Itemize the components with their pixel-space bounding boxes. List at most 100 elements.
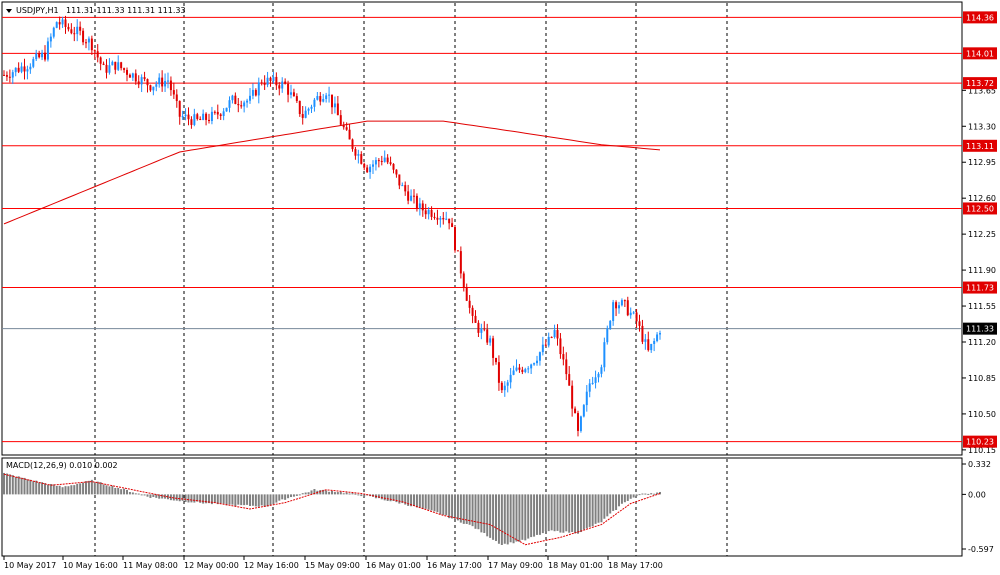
candle-body[interactable] <box>313 99 316 107</box>
candle-body[interactable] <box>210 111 213 122</box>
candle-body[interactable] <box>17 67 20 72</box>
candle-body[interactable] <box>538 352 541 361</box>
candle-body[interactable] <box>99 57 102 64</box>
candle-body[interactable] <box>588 383 591 392</box>
candle-body[interactable] <box>377 160 380 162</box>
candle-body[interactable] <box>301 114 304 118</box>
candle-body[interactable] <box>128 74 131 78</box>
candle-body[interactable] <box>46 41 49 60</box>
candle-body[interactable] <box>448 218 451 224</box>
candle-body[interactable] <box>360 154 363 164</box>
candle-body[interactable] <box>656 334 659 342</box>
candle-body[interactable] <box>524 369 527 373</box>
support-resistance-levels[interactable] <box>2 16 962 443</box>
candle-body[interactable] <box>304 110 307 118</box>
candle-body[interactable] <box>93 50 96 52</box>
candle-body[interactable] <box>164 80 167 87</box>
candle-body[interactable] <box>140 77 143 85</box>
candle-body[interactable] <box>626 300 629 316</box>
candle-body[interactable] <box>574 408 577 414</box>
candle-body[interactable] <box>149 85 152 91</box>
candle-body[interactable] <box>108 65 111 73</box>
candle-body[interactable] <box>562 354 565 360</box>
candle-body[interactable] <box>641 325 644 342</box>
candle-body[interactable] <box>492 338 495 358</box>
candle-body[interactable] <box>474 315 477 323</box>
candle-body[interactable] <box>82 30 85 43</box>
candle-body[interactable] <box>199 118 202 120</box>
candle-body[interactable] <box>571 385 574 409</box>
candle-body[interactable] <box>61 19 64 25</box>
candle-body[interactable] <box>143 77 146 80</box>
candle-body[interactable] <box>363 163 366 168</box>
candle-body[interactable] <box>374 160 377 165</box>
candle-body[interactable] <box>618 305 620 309</box>
candle-body[interactable] <box>202 113 205 120</box>
candle-body[interactable] <box>3 74 5 76</box>
candle-body[interactable] <box>246 100 249 103</box>
candle-body[interactable] <box>260 82 263 84</box>
candle-body[interactable] <box>208 119 210 122</box>
candle-body[interactable] <box>415 195 418 209</box>
candle-body[interactable] <box>404 185 407 192</box>
candle-body[interactable] <box>369 166 372 173</box>
candle-body[interactable] <box>137 81 140 85</box>
candle-body[interactable] <box>533 363 536 365</box>
candle-body[interactable] <box>123 68 126 70</box>
candle-body[interactable] <box>269 77 272 81</box>
candle-body[interactable] <box>11 72 14 78</box>
candle-body[interactable] <box>187 114 190 120</box>
candle-body[interactable] <box>597 373 600 378</box>
candle-body[interactable] <box>454 227 456 251</box>
candle-body[interactable] <box>609 320 612 329</box>
candle-body[interactable] <box>290 92 292 95</box>
candle-body[interactable] <box>190 119 193 125</box>
candle-body[interactable] <box>287 83 290 95</box>
candle-body[interactable] <box>433 216 436 218</box>
candle-body[interactable] <box>35 53 38 60</box>
candle-body[interactable] <box>117 62 120 70</box>
candle-body[interactable] <box>591 382 594 384</box>
candle-body[interactable] <box>512 370 515 375</box>
candle-body[interactable] <box>509 374 512 383</box>
candle-body[interactable] <box>594 377 597 383</box>
candle-body[interactable] <box>292 92 295 97</box>
candle-body[interactable] <box>439 217 442 220</box>
candle-body[interactable] <box>161 77 164 87</box>
candle-body[interactable] <box>158 77 161 85</box>
candle-body[interactable] <box>79 26 82 31</box>
candle-body[interactable] <box>354 149 357 156</box>
candle-body[interactable] <box>152 86 155 91</box>
candle-body[interactable] <box>8 76 11 78</box>
candle-body[interactable] <box>547 336 550 346</box>
candle-body[interactable] <box>254 89 257 96</box>
candle-body[interactable] <box>126 69 128 75</box>
candle-body[interactable] <box>427 209 430 215</box>
candle-body[interactable] <box>278 85 281 89</box>
candle-body[interactable] <box>23 66 26 72</box>
candle-body[interactable] <box>445 218 448 220</box>
candle-body[interactable] <box>41 52 44 58</box>
candle-body[interactable] <box>568 374 571 386</box>
candle-body[interactable] <box>615 302 618 309</box>
candle-body[interactable] <box>219 114 222 116</box>
candle-body[interactable] <box>612 302 615 321</box>
candle-body[interactable] <box>518 367 521 370</box>
candle-body[interactable] <box>266 77 269 85</box>
candle-body[interactable] <box>653 341 656 344</box>
candle-body[interactable] <box>114 61 117 70</box>
candle-body[interactable] <box>26 69 29 72</box>
candle-body[interactable] <box>398 174 401 186</box>
candle-body[interactable] <box>196 114 199 119</box>
candle-body[interactable] <box>585 391 588 406</box>
candle-body[interactable] <box>251 89 254 96</box>
candle-body[interactable] <box>44 52 46 60</box>
candle-body[interactable] <box>272 76 275 81</box>
candle-body[interactable] <box>500 382 503 391</box>
candle-body[interactable] <box>231 95 234 101</box>
candle-body[interactable] <box>462 273 465 288</box>
candle-body[interactable] <box>503 385 506 391</box>
candle-body[interactable] <box>477 322 480 333</box>
candle-body[interactable] <box>536 360 538 364</box>
